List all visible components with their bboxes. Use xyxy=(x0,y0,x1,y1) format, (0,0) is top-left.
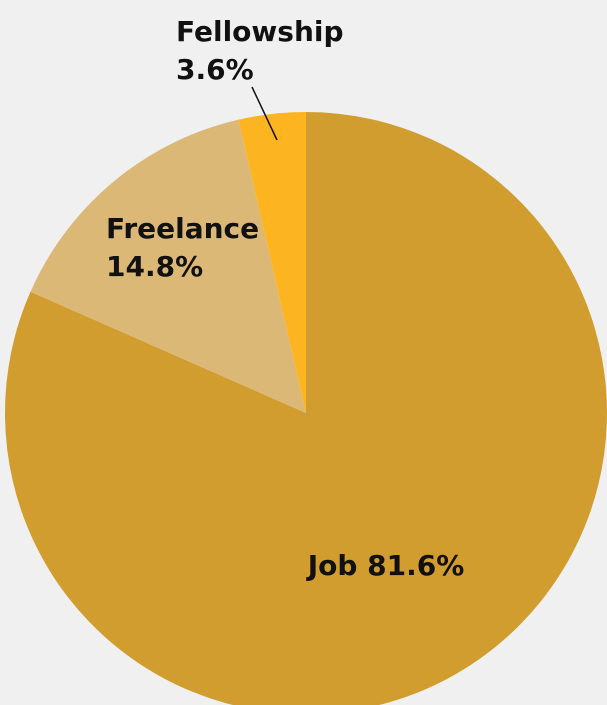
label-job: Job 81.6% xyxy=(306,549,465,582)
pie-slice-freelance xyxy=(30,119,306,413)
label-freelance-name: Freelance xyxy=(106,212,259,245)
label-fellowship-name: Fellowship xyxy=(176,15,344,48)
label-freelance-pct: 14.8% xyxy=(106,250,203,283)
leader-line-fellowship xyxy=(251,86,278,141)
label-fellowship-pct: 3.6% xyxy=(176,53,254,86)
pie-slice-job xyxy=(5,112,607,705)
slices-layer xyxy=(5,112,607,705)
pie-slice-fellowship xyxy=(238,112,306,413)
